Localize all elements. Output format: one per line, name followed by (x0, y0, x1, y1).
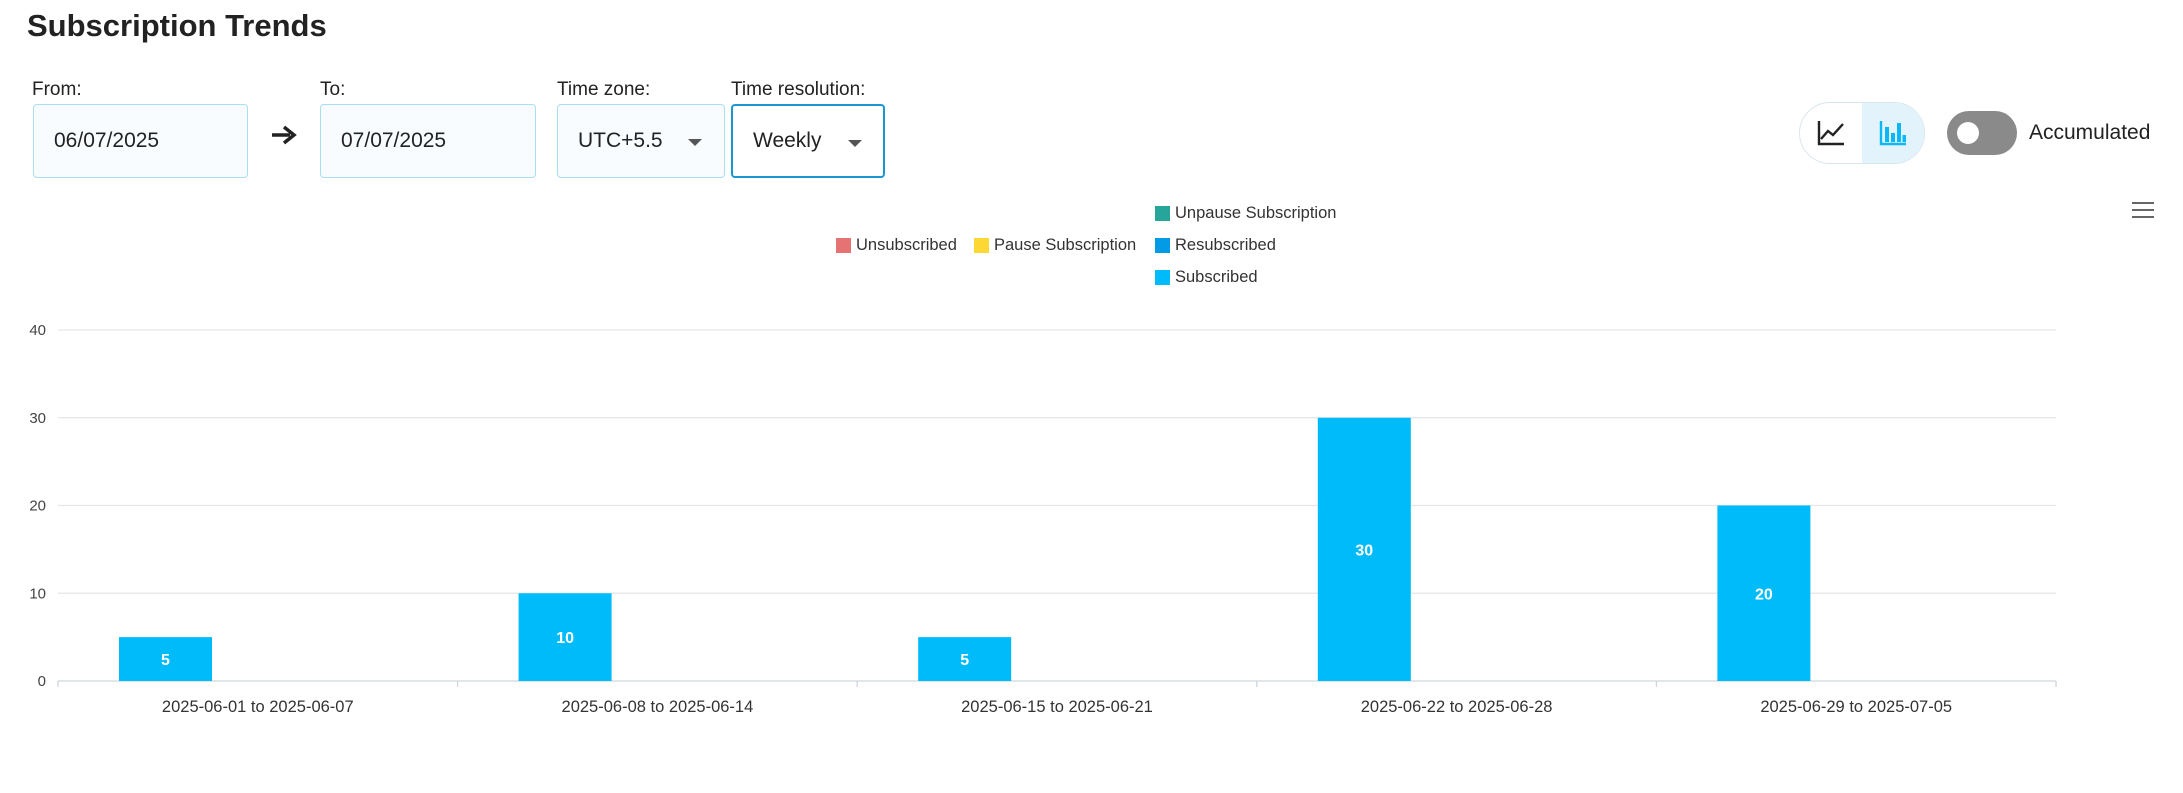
y-tick-label: 30 (29, 410, 46, 427)
line-chart-button[interactable] (1800, 103, 1862, 163)
y-tick-label: 10 (29, 585, 46, 602)
data-label: 5 (161, 652, 170, 669)
from-date-input[interactable]: 06/07/2025 (33, 104, 248, 178)
bar-subscribed (918, 637, 1012, 681)
x-tick-label: 2025-06-15 to 2025-06-21 (961, 698, 1153, 716)
legend-label: Unsubscribed (856, 236, 957, 254)
legend-swatch (1155, 270, 1170, 285)
timezone-label: Time zone: (557, 79, 651, 100)
toggle-knob (1957, 122, 1979, 144)
resolution-value: Weekly (753, 129, 822, 152)
x-tick-label: 2025-06-29 to 2025-07-05 (1760, 698, 1952, 716)
accumulated-toggle[interactable] (1947, 111, 2017, 155)
bar-chart-button[interactable] (1862, 103, 1924, 163)
data-label: 30 (1355, 542, 1373, 559)
legend-item-unpause[interactable]: Unpause Subscription (1155, 204, 1336, 223)
timezone-select[interactable]: UTC+5.5 (557, 104, 725, 178)
legend-label: Pause Subscription (994, 236, 1137, 254)
accumulated-label: Accumulated (2029, 121, 2151, 144)
page-title: Subscription Trends (27, 8, 327, 43)
legend-swatch (836, 238, 851, 253)
legend-swatch (1155, 238, 1170, 253)
bar-subscribed (1317, 417, 1411, 681)
arrow-right-icon (272, 125, 297, 145)
y-tick-label: 0 (38, 673, 46, 690)
bar-subscribed (1717, 505, 1811, 681)
resolution-select[interactable]: Weekly (731, 104, 885, 178)
to-date-value: 07/07/2025 (341, 129, 447, 152)
legend-swatch (974, 238, 989, 253)
legend-label: Resubscribed (1175, 236, 1276, 254)
data-label: 20 (1755, 586, 1773, 603)
x-tick-label: 2025-06-08 to 2025-06-14 (562, 698, 754, 716)
line-chart-icon (1817, 121, 1844, 146)
data-label: 5 (960, 652, 969, 669)
bar-chart-icon (1879, 121, 1906, 146)
timezone-value: UTC+5.5 (578, 129, 663, 152)
legend-item-unsubscribed[interactable]: Unsubscribed (836, 236, 957, 255)
legend-item-resubscribed[interactable]: Resubscribed (1155, 236, 1276, 255)
from-date-value: 06/07/2025 (54, 129, 160, 152)
legend-label: Subscribed (1175, 268, 1258, 286)
y-tick-label: 40 (29, 322, 46, 339)
chevron-down-icon (688, 139, 702, 146)
y-tick-label: 20 (29, 498, 46, 515)
bar-subscribed (119, 637, 212, 681)
x-tick-label: 2025-06-22 to 2025-06-28 (1361, 698, 1553, 716)
from-label: From: (32, 79, 82, 100)
legend-item-pause[interactable]: Pause Subscription (974, 236, 1136, 255)
legend-swatch (1155, 206, 1170, 221)
legend-label: Unpause Subscription (1175, 204, 1337, 222)
data-label: 10 (556, 630, 574, 647)
chart-type-toggle (1799, 102, 1925, 164)
bar-subscribed (518, 593, 612, 681)
legend-item-subscribed[interactable]: Subscribed (1155, 268, 1258, 287)
to-date-input[interactable]: 07/07/2025 (320, 104, 536, 178)
resolution-label: Time resolution: (731, 79, 866, 100)
x-tick-label: 2025-06-01 to 2025-06-07 (162, 698, 354, 716)
to-label: To: (320, 79, 346, 100)
menu-icon[interactable] (2132, 200, 2154, 220)
chevron-down-icon (848, 140, 862, 147)
